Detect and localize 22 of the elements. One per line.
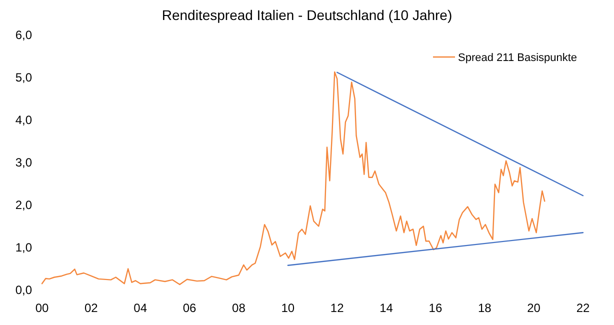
x-tick-label: 06	[182, 301, 197, 315]
y-tick-label: 1,0	[15, 240, 32, 254]
y-tick-label: 4,0	[15, 113, 32, 127]
x-tick-label: 20	[527, 301, 541, 315]
legend-label: Spread 211 Basispunkte	[458, 52, 578, 64]
x-tick-label: 12	[330, 301, 344, 315]
x-tick-label: 18	[478, 301, 492, 315]
x-tick-label: 04	[134, 301, 148, 315]
y-tick-label: 2,0	[15, 198, 32, 212]
x-tick-label: 02	[84, 301, 98, 315]
y-tick-label: 5,0	[15, 70, 32, 84]
line-series	[41, 71, 546, 286]
x-tick-label: 10	[281, 301, 295, 315]
x-tick-label: 16	[428, 301, 442, 315]
chart-title: Renditespread Italien - Deutschland (10 Jahre)	[162, 7, 452, 23]
y-tick-label: 0,0	[15, 283, 32, 297]
x-tick-label: 00	[35, 301, 49, 315]
x-tick-label: 14	[380, 301, 394, 315]
y-tick-label: 6,0	[15, 28, 32, 42]
y-tick-label: 3,0	[15, 156, 32, 170]
x-tick-label: 08	[232, 301, 246, 315]
x-tick-label: 22	[576, 301, 590, 315]
